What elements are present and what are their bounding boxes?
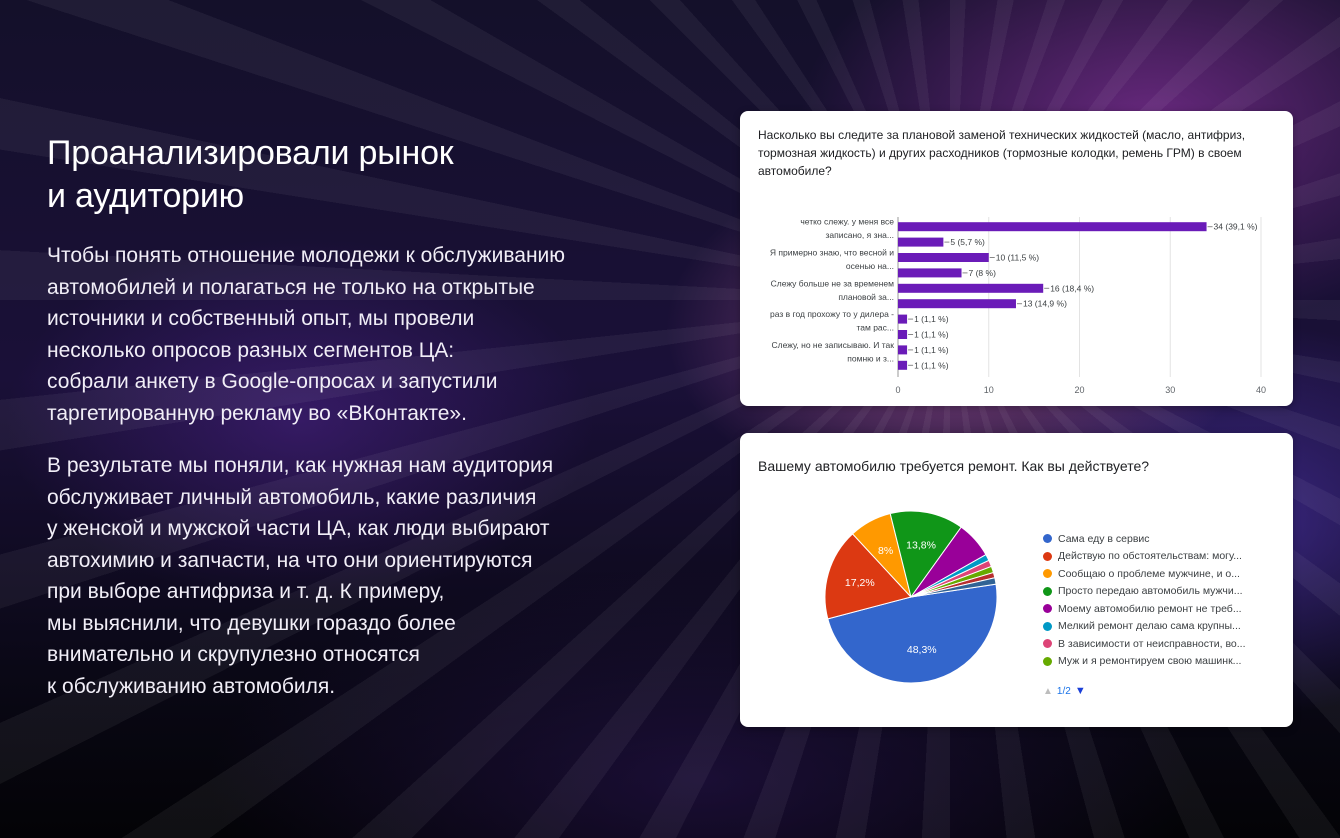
bar xyxy=(898,345,908,355)
legend-label: Действую по обстоятельствам: могу... xyxy=(1058,550,1242,563)
category-label: помню и з... xyxy=(847,353,894,363)
triangle-up-icon[interactable]: ▲ xyxy=(1043,685,1053,697)
data-label: 7 (8 %) xyxy=(969,268,997,278)
pie-legend: Сама еду в сервис Действую по обстоятельс… xyxy=(1043,530,1246,670)
category-label: Слежу, но не записываю. И так xyxy=(772,340,895,350)
intro-line: собрали анкету в Google-опросах и запуст… xyxy=(47,370,498,393)
pie-chart: 48,3% 17,2% 8% 13,8% xyxy=(824,510,998,684)
page-title-line-2: и аудиторию xyxy=(47,177,244,215)
data-label: 16 (18,4 %) xyxy=(1050,283,1094,293)
legend-label: Мелкий ремонт делаю сама крупны... xyxy=(1058,620,1241,633)
intro-line: таргетированную рекламу во «ВКонтакте». xyxy=(47,401,467,425)
legend-swatch xyxy=(1043,621,1052,631)
bar xyxy=(898,253,989,262)
legend-label: Просто передаю автомобиль мужчи... xyxy=(1058,585,1243,598)
x-tick-label: 30 xyxy=(1165,385,1175,395)
legend-swatch xyxy=(1043,639,1052,649)
bar xyxy=(898,237,944,247)
result-line: при выборе антифриза и т. д. К примеру, xyxy=(47,580,445,603)
legend-item: Сообщаю о проблеме мужчине, и о... xyxy=(1043,565,1246,583)
data-label: 1 (1,1 %) xyxy=(914,360,949,370)
result-line: у женской и мужской части ЦА, как люди в… xyxy=(47,517,550,540)
pie-chart-card: Вашему автомобилю требуется ремонт. Как … xyxy=(740,433,1293,727)
data-label: 1 (1,1 %) xyxy=(914,345,949,355)
legend-item: Муж и я ремонтируем свою машинк... xyxy=(1043,653,1246,671)
result-line: мы выяснили, что девушки гораздо более xyxy=(47,611,456,635)
bar-chart: 0 10 20 30 40 34 (39,1 %) четко слежу. у меня … xyxy=(770,217,1266,395)
data-label: 1 (1,1 %) xyxy=(914,314,949,324)
category-label: раз в год прохожу то у дилера - xyxy=(770,309,894,319)
legend-page-number: 1/2 xyxy=(1056,685,1071,697)
pie-slice-label: 17,2% xyxy=(845,577,875,589)
page-title: Проанализировали рынок и аудиторию xyxy=(47,132,657,218)
category-label: четко слежу. у меня все xyxy=(800,217,894,227)
x-tick-label: 40 xyxy=(1256,385,1266,395)
bar xyxy=(898,283,1044,293)
category-label: там рас... xyxy=(856,323,894,333)
data-label: 13 (14,9 %) xyxy=(1023,299,1067,309)
intro-line: Чтобы понять отношение молодежи к обслуж… xyxy=(47,244,566,267)
data-label: 1 (1,1 %) xyxy=(914,330,949,340)
pie-chart-question: Вашему автомобилю требуется ремонт. Как … xyxy=(758,458,1150,474)
x-tick-label: 20 xyxy=(1074,385,1084,395)
legend-swatch xyxy=(1043,534,1052,544)
result-line: В результате мы поняли, как нужная нам а… xyxy=(47,454,554,477)
legend-pager: ▲ 1/2 ▼ xyxy=(1043,685,1086,697)
legend-item: Мелкий ремонт делаю сама крупны... xyxy=(1043,618,1246,636)
x-tick-label: 10 xyxy=(984,385,994,395)
bar xyxy=(898,299,1016,309)
legend-label: В зависимости от неисправности, во... xyxy=(1058,637,1246,650)
triangle-down-icon[interactable]: ▼ xyxy=(1074,685,1086,697)
result-paragraph: В результате мы поняли, как нужная нам а… xyxy=(47,450,657,702)
legend-item: Просто передаю автомобиль мужчи... xyxy=(1043,583,1246,601)
legend-label: Сама еду в сервис xyxy=(1058,532,1150,545)
category-label: Слежу больше не за временем xyxy=(771,278,895,288)
bar xyxy=(898,314,908,324)
legend-swatch xyxy=(1043,569,1052,579)
legend-item: Сама еду в сервис xyxy=(1043,530,1246,548)
bar xyxy=(898,330,908,339)
bar xyxy=(898,222,1207,232)
legend-label: Муж и я ремонтируем свою машинк... xyxy=(1058,655,1242,668)
data-label: 10 (11,5 %) xyxy=(996,253,1039,263)
category-label: записано, я зна... xyxy=(826,230,894,240)
legend-label: Сообщаю о проблеме мужчине, и о... xyxy=(1058,567,1240,580)
intro-paragraph: Чтобы понять отношение молодежи к обслуж… xyxy=(47,240,657,429)
result-line: внимательно и скрупулезно относятся xyxy=(47,643,420,666)
text-column: Проанализировали рынок и аудиторию Чтобы… xyxy=(47,132,657,702)
bar-chart-question: Насколько вы следите за плановой заменой… xyxy=(758,128,1246,178)
pie-slice-label: 8% xyxy=(878,545,893,557)
pie-slice-label: 48,3% xyxy=(907,644,937,656)
legend-swatch xyxy=(1043,604,1052,614)
bar xyxy=(898,360,908,370)
intro-line: несколько опросов разных сегментов ЦА: xyxy=(47,338,455,362)
legend-item: Моему автомобилю ремонт не треб... xyxy=(1043,600,1246,618)
legend-swatch xyxy=(1043,551,1052,561)
bar xyxy=(898,268,962,278)
pie-slice xyxy=(824,533,912,620)
result-line: автохимию и запчасти, на что они ориенти… xyxy=(47,548,533,572)
pie-slice xyxy=(910,577,997,598)
bar-chart-card: Насколько вы следите за плановой заменой… xyxy=(740,111,1293,406)
category-label: осенью на... xyxy=(846,261,894,271)
page-title-line-1: Проанализировали рынок xyxy=(47,134,454,172)
result-line: обслуживает личный автомобиль, какие раз… xyxy=(47,485,537,509)
legend-label: Моему автомобилю ремонт не треб... xyxy=(1058,602,1242,615)
x-tick-label: 0 xyxy=(895,385,900,395)
legend-item: В зависимости от неисправности, во... xyxy=(1043,635,1246,653)
pie-slice-label: 13,8% xyxy=(906,540,936,552)
legend-swatch xyxy=(1043,656,1052,666)
legend-item: Действую по обстоятельствам: могу... xyxy=(1043,548,1246,566)
intro-line: автомобилей и полагаться не только на от… xyxy=(47,275,535,299)
category-label: Я примерно знаю, что весной и xyxy=(770,248,894,258)
data-label: 34 (39,1 %) xyxy=(1214,222,1258,232)
pie-slice xyxy=(889,510,962,599)
result-line: к обслуживанию автомобиля. xyxy=(47,674,336,698)
legend-swatch xyxy=(1043,586,1052,596)
data-label: 5 (5,7 %) xyxy=(950,237,985,247)
intro-line: источники и собственный опыт, мы провели xyxy=(47,307,475,330)
pie-slice xyxy=(827,583,998,684)
category-label: плановой за... xyxy=(838,292,894,302)
